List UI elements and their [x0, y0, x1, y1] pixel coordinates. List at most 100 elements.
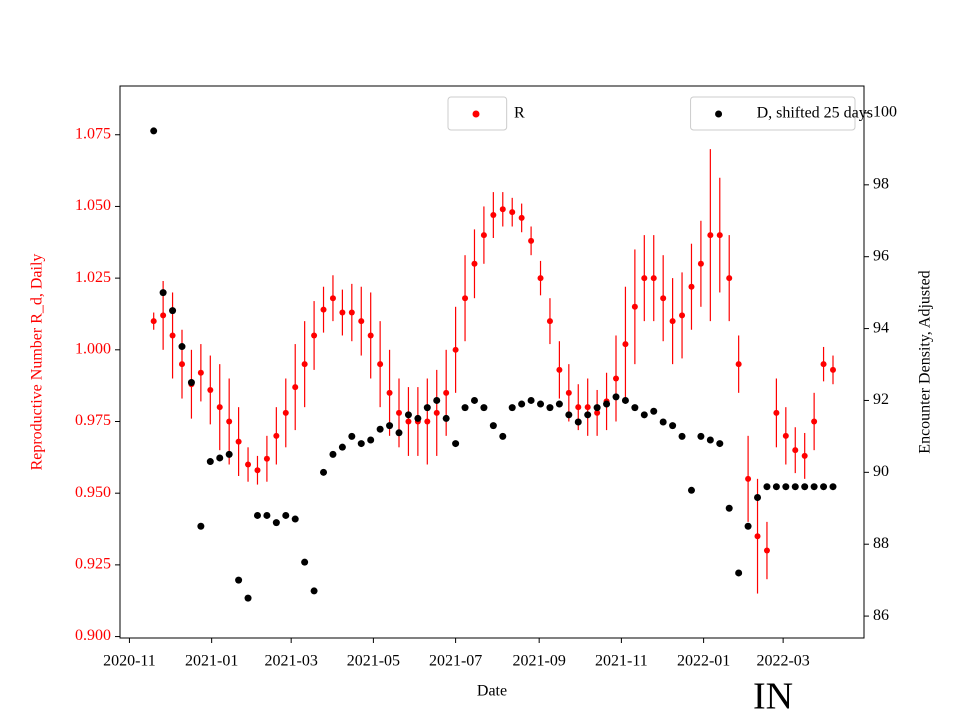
point [357, 440, 365, 448]
point [678, 432, 686, 440]
y2-tick-label: 94 [873, 319, 889, 336]
point [556, 366, 563, 373]
point [282, 511, 290, 519]
point [621, 396, 629, 404]
y2-tick-label: 96 [873, 247, 889, 264]
point [245, 461, 252, 468]
point [499, 432, 507, 440]
point [329, 295, 336, 302]
point [669, 422, 677, 430]
point [687, 486, 695, 494]
y-axis-label: Reproductive Number R_d, Daily [29, 254, 46, 471]
point [310, 587, 318, 595]
point [207, 386, 214, 393]
legend-label: D, shifted 25 days [757, 105, 873, 122]
point [263, 455, 270, 462]
point [763, 547, 770, 554]
point [537, 275, 544, 282]
point [253, 511, 261, 519]
y2-tick-label: 100 [873, 104, 897, 121]
point [612, 393, 620, 401]
point [537, 400, 545, 408]
x-tick-label: 2021-09 [513, 653, 566, 670]
point [178, 343, 186, 351]
point [830, 366, 836, 373]
point [763, 483, 771, 491]
point [291, 515, 299, 523]
point [820, 483, 828, 491]
point [339, 309, 346, 316]
point [735, 569, 743, 577]
point [179, 361, 185, 368]
point [613, 375, 619, 382]
x-tick-label: 2021-11 [595, 653, 648, 670]
point [443, 389, 450, 396]
point [697, 260, 704, 267]
point [301, 361, 308, 368]
point [518, 400, 526, 408]
point [594, 409, 601, 416]
point [707, 232, 714, 239]
point [206, 458, 214, 466]
point [254, 467, 261, 474]
y-tick-label: 1.050 [75, 197, 111, 214]
point [754, 533, 761, 540]
point [801, 483, 809, 491]
x-tick-label: 2021-03 [265, 653, 318, 670]
point [320, 306, 327, 313]
point [679, 312, 686, 319]
point [461, 404, 469, 412]
point [301, 558, 309, 566]
point [405, 418, 412, 425]
point [801, 452, 808, 459]
point [706, 436, 714, 444]
point [641, 275, 648, 282]
point [555, 400, 563, 408]
x-axis-label: Date [477, 683, 507, 700]
point [792, 447, 799, 454]
point [754, 493, 762, 501]
point [603, 400, 611, 408]
point [348, 309, 355, 316]
point [358, 318, 365, 325]
point [631, 303, 638, 310]
point [367, 332, 374, 339]
point [225, 450, 233, 458]
point [546, 404, 554, 412]
legend-marker [472, 110, 480, 118]
point [735, 361, 742, 368]
point [716, 440, 724, 448]
y-tick-label: 0.900 [75, 627, 111, 644]
point [376, 425, 384, 433]
point [772, 483, 780, 491]
point [292, 384, 299, 391]
point [650, 275, 657, 282]
point [565, 389, 572, 396]
point [424, 418, 431, 425]
point [490, 212, 497, 219]
annotation: IN [753, 676, 793, 718]
y-tick-label: 0.925 [75, 556, 111, 573]
point [546, 318, 553, 325]
point [226, 418, 233, 425]
point [726, 275, 733, 282]
point [584, 411, 592, 419]
point [273, 432, 280, 439]
point [216, 454, 224, 462]
point [160, 312, 167, 319]
point [782, 432, 789, 439]
point [377, 361, 384, 368]
point [660, 295, 667, 302]
point [518, 214, 525, 221]
point [423, 404, 431, 412]
x-tick-label: 2021-01 [185, 653, 238, 670]
point [471, 260, 478, 267]
point [697, 432, 705, 440]
point [197, 369, 204, 376]
point [509, 209, 516, 216]
y2-tick-label: 90 [873, 463, 889, 480]
point [150, 318, 157, 325]
plot-frame [119, 85, 865, 639]
point [480, 232, 487, 239]
